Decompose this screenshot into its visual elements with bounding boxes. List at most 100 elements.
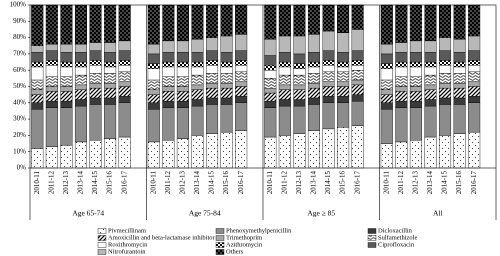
bar-segment	[118, 40, 131, 51]
bar-segment	[176, 138, 189, 169]
group-label: Age 65-74	[72, 209, 104, 218]
bar-segment	[60, 66, 73, 77]
bar-segment	[380, 89, 393, 95]
bar-segment	[322, 71, 335, 82]
bar-segment	[206, 104, 219, 134]
bar-segment	[468, 50, 481, 61]
bar-segment	[409, 4, 422, 42]
bar-segment	[220, 131, 233, 169]
bar-segment	[191, 105, 204, 136]
bar-segment	[293, 4, 306, 37]
bar-segment	[31, 45, 44, 53]
bar-segment	[60, 86, 73, 92]
y-tick-label: 30%	[13, 115, 26, 123]
bar-segment	[118, 60, 131, 66]
bar-segment	[118, 86, 131, 97]
bar-segment	[453, 52, 466, 63]
bar-segment	[206, 4, 219, 38]
bar-segment	[176, 91, 189, 102]
bar-segment	[409, 66, 422, 77]
bar-segment	[162, 140, 175, 169]
bar-segment	[351, 4, 364, 30]
bar-segment	[264, 107, 277, 138]
bar-segment	[104, 66, 117, 74]
bar-segment	[351, 60, 364, 66]
bar-segment	[409, 76, 422, 87]
bar-segment	[45, 43, 58, 51]
bar-segment	[453, 87, 466, 99]
bar-segment	[31, 66, 44, 81]
bar-segment	[118, 96, 131, 103]
bar-segment	[322, 81, 335, 87]
bar-segment	[453, 4, 466, 40]
x-tick-label: 2016-17	[353, 171, 361, 195]
bar-segment	[235, 65, 248, 73]
bar-segment	[147, 4, 160, 45]
bar-segment	[351, 65, 364, 71]
bar-segment	[337, 52, 350, 63]
bar-segment	[337, 61, 350, 68]
bar-segment	[147, 43, 160, 55]
bar-segment	[118, 136, 131, 169]
bar-segment	[293, 133, 306, 169]
bar-segment	[31, 109, 44, 149]
bar-segment	[395, 141, 408, 169]
bar-segment	[453, 104, 466, 134]
bar-segment	[176, 100, 189, 108]
bar-segment	[31, 79, 44, 90]
bar-segment	[191, 4, 204, 40]
bar-segment	[235, 71, 248, 82]
bar-segment	[278, 61, 291, 68]
bar-segment	[176, 52, 189, 63]
x-tick-label: 2012-13	[179, 171, 187, 195]
bar-segment	[278, 4, 291, 37]
x-tick-label: 2010-11	[382, 171, 390, 195]
bar-segment	[89, 87, 102, 99]
bar-segment	[60, 144, 73, 169]
bar-segment	[118, 65, 131, 73]
bar-segment	[453, 97, 466, 105]
bar-segment	[74, 84, 87, 90]
bar-segment	[278, 89, 291, 100]
bar-segment	[74, 61, 87, 68]
bar-segment	[60, 43, 73, 53]
bar-segment	[31, 148, 44, 169]
bar-segment	[147, 141, 160, 169]
bar-segment	[468, 35, 481, 51]
bar-segment	[45, 146, 58, 169]
bar-segment	[293, 74, 306, 86]
bar-segment	[293, 84, 306, 90]
bar-segment	[439, 4, 452, 38]
bar-segment	[147, 102, 160, 110]
bar-segment	[206, 83, 219, 89]
legend-label: Others	[226, 248, 244, 255]
bar-segment	[147, 109, 160, 143]
bar-segment	[409, 100, 422, 108]
bar-segment	[31, 52, 44, 63]
bar-segment	[307, 83, 320, 89]
bar-segment	[380, 143, 393, 169]
bar-segment	[337, 66, 350, 73]
bar-segment	[380, 109, 393, 144]
bar-segment	[468, 131, 481, 169]
legend-label: Pivmecillinam	[108, 227, 146, 234]
bar-segment	[147, 89, 160, 95]
bar-segment	[307, 73, 320, 84]
bar-segment	[453, 133, 466, 169]
bar-segment	[264, 136, 277, 169]
bar-segment	[351, 29, 364, 51]
bar-segment	[380, 102, 393, 110]
bar-segment	[424, 52, 437, 63]
bar-segment	[74, 66, 87, 76]
bar-segment	[380, 4, 393, 45]
bar-segment	[424, 89, 437, 100]
bar-segment	[409, 107, 422, 141]
bar-segment	[395, 61, 408, 68]
x-tick-label: 2015-16	[106, 171, 114, 195]
bar-segment	[104, 97, 117, 105]
bar-segment	[147, 79, 160, 90]
bar-segment	[264, 55, 277, 66]
bar-segment	[74, 43, 87, 53]
bar-segment	[60, 100, 73, 108]
bar-segment	[176, 86, 189, 92]
